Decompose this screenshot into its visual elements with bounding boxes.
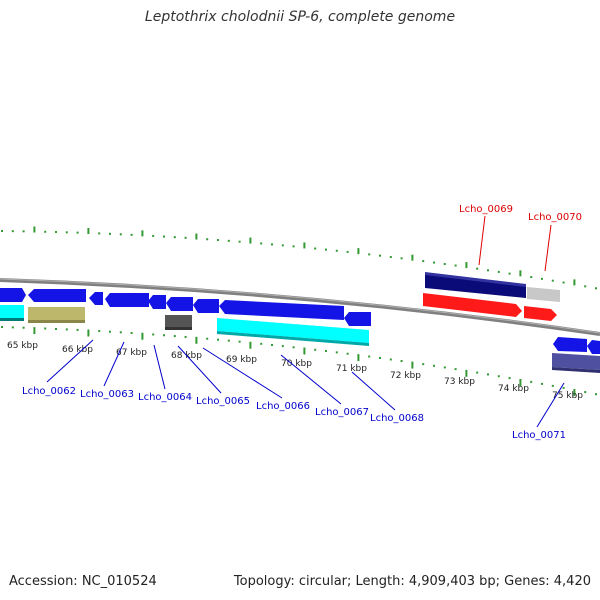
kbp-label: 69 kbp: [226, 355, 257, 365]
gene-feature[interactable]: [219, 300, 344, 320]
gene-leader-line: [536, 382, 565, 428]
gene-feature[interactable]: [166, 297, 193, 311]
kbp-label: 73 kbp: [444, 377, 475, 387]
gene-feature[interactable]: [0, 288, 26, 302]
kbp-label: 74 kbp: [498, 384, 529, 394]
gene-feature[interactable]: [217, 331, 369, 346]
gene-leader-line: [103, 341, 125, 387]
gene-feature[interactable]: [423, 293, 522, 317]
map-title: Leptothrix cholodnii SP-6, complete geno…: [144, 9, 456, 25]
outer-strand-features: [423, 272, 560, 321]
kbp-label: 66 kbp: [62, 345, 93, 355]
genome-backbone: [0, 278, 600, 336]
kbp-label: 70 kbp: [281, 359, 312, 369]
accession-label: Accession: NC_010524: [9, 574, 157, 589]
genome-summary-label: Topology: circular; Length: 4,909,403 bp…: [233, 574, 591, 589]
gene-leader-line: [153, 344, 166, 390]
kbp-label: 72 kbp: [390, 371, 421, 381]
gene-feature[interactable]: [193, 299, 219, 313]
reverse-strand-features: [0, 305, 600, 373]
gene-feature[interactable]: [165, 327, 192, 330]
gene-feature[interactable]: [552, 367, 600, 373]
gene-feature[interactable]: [217, 318, 369, 343]
gene-leader-line: [177, 345, 222, 394]
gene-feature[interactable]: [425, 272, 526, 287]
gene-label[interactable]: Lcho_0065: [196, 396, 250, 407]
gene-label[interactable]: Lcho_0062: [22, 386, 76, 397]
gene-feature[interactable]: [28, 320, 85, 323]
gene-feature[interactable]: [0, 305, 24, 318]
gene-feature[interactable]: [425, 274, 526, 298]
gene-feature[interactable]: [148, 295, 166, 309]
gene-label[interactable]: Lcho_0064: [138, 392, 192, 403]
gene-label[interactable]: Lcho_0068: [370, 413, 424, 424]
gene-feature[interactable]: [552, 353, 600, 370]
gene-feature[interactable]: [527, 287, 560, 302]
gene-feature[interactable]: [28, 289, 86, 302]
gene-feature[interactable]: [587, 340, 600, 354]
gene-label[interactable]: Lcho_0070: [528, 212, 582, 223]
gene-leader-line: [46, 339, 94, 383]
gene-leader-line: [202, 347, 283, 399]
gene-feature[interactable]: [89, 292, 103, 305]
gene-label[interactable]: Lcho_0069: [459, 204, 513, 215]
kbp-label: 71 kbp: [336, 364, 367, 374]
gene-feature[interactable]: [344, 312, 371, 326]
forward-strand-genes: [0, 288, 600, 354]
gene-leader-line: [478, 215, 486, 266]
gene-labels: Lcho_0062 Lcho_0063 Lcho_0064 Lcho_0065 Lcho…: [22, 204, 582, 441]
gene-label[interactable]: Lcho_0067: [315, 407, 369, 418]
kbp-label: 67 kbp: [116, 348, 147, 358]
gene-label[interactable]: Lcho_0066: [256, 401, 310, 412]
outer-tick-ring: [1, 226, 597, 290]
inner-tick-ring: [1, 326, 597, 396]
gene-leader-line: [544, 224, 552, 272]
gene-feature[interactable]: [553, 337, 587, 352]
gene-label[interactable]: Lcho_0063: [80, 389, 134, 400]
gene-feature[interactable]: [28, 307, 85, 320]
gene-leader-line: [351, 371, 396, 411]
gene-leader-line: [280, 354, 342, 405]
gene-feature[interactable]: [165, 315, 192, 327]
genome-backbone-highlight: [0, 278, 600, 334]
gene-feature[interactable]: [0, 318, 24, 321]
kbp-label: 75 kbp: [552, 391, 583, 401]
gene-label[interactable]: Lcho_0071: [512, 430, 566, 441]
gene-feature[interactable]: [524, 306, 557, 321]
kbp-label: 65 kbp: [7, 341, 38, 351]
gene-feature[interactable]: [105, 293, 149, 307]
